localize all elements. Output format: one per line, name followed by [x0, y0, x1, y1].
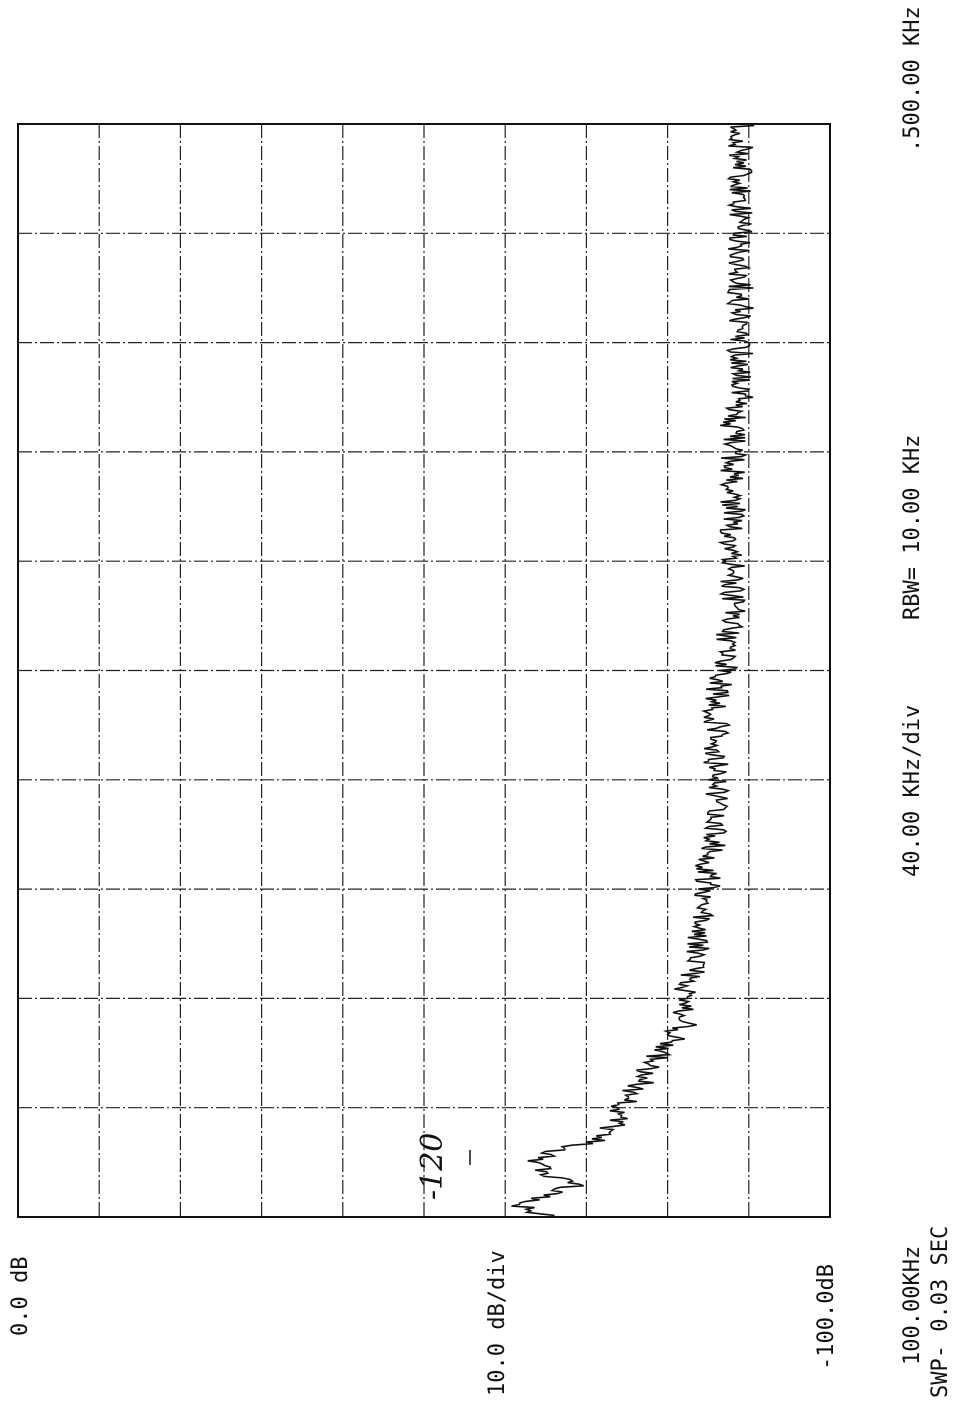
x-start-label: 100.00KHz — [900, 1245, 925, 1365]
y-axis-label: 10.0 dB/div — [485, 1250, 510, 1396]
trace-layer — [469, 123, 755, 1218]
x-stop-label: .500.00 KHz — [900, 6, 925, 152]
y-top-label: 0.0 dB — [8, 1256, 33, 1336]
spectrum-trace — [511, 123, 755, 1218]
handwritten-annotation: -120 — [415, 1132, 450, 1200]
y-bottom-label: -100.0dB — [814, 1264, 839, 1370]
x-axis-label: 40.00 KHz/div — [900, 704, 925, 877]
grid — [17, 123, 831, 1218]
rbw-label: RBW= 10.00 KHz — [900, 434, 925, 620]
sweep-label: SWP- 0.03 SEC — [928, 1225, 953, 1398]
